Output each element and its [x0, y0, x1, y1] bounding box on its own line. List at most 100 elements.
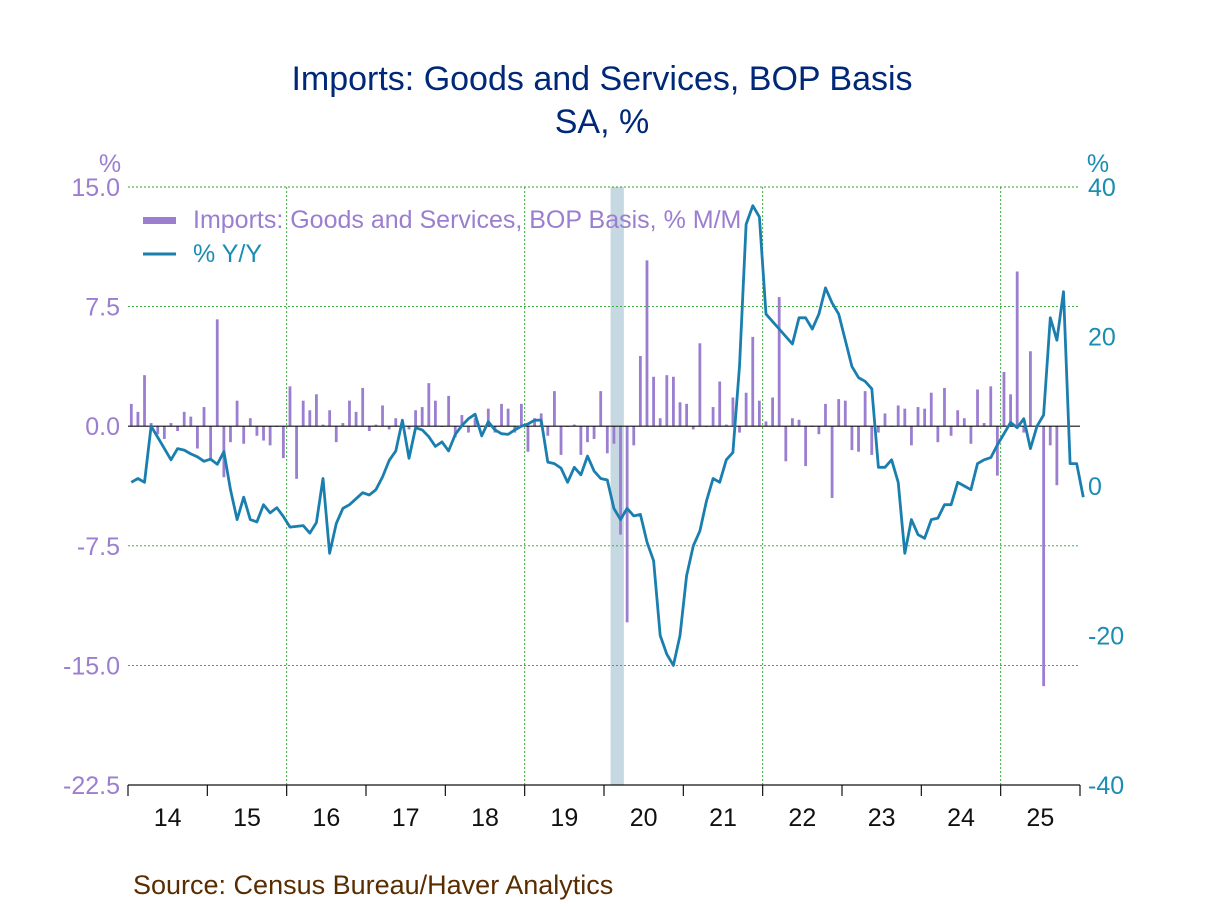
mm-bar	[599, 391, 603, 427]
mm-bar	[989, 386, 993, 427]
mm-bar	[751, 336, 755, 427]
mm-bar	[434, 400, 437, 427]
mm-bar	[612, 426, 616, 444]
x-tick-label: 17	[392, 804, 420, 832]
mm-bar	[381, 405, 384, 427]
left-axis-unit: %	[99, 150, 121, 178]
mm-bar	[420, 407, 424, 427]
chart-subtitle: SA, %	[555, 103, 649, 141]
x-tick-label: 18	[471, 804, 499, 832]
mm-bar	[956, 410, 960, 427]
mm-bar	[843, 400, 847, 427]
mm-bar	[315, 394, 318, 427]
mm-bar	[460, 415, 464, 427]
mm-bar	[553, 391, 556, 427]
mm-bar	[586, 426, 589, 443]
mm-bar	[724, 424, 728, 427]
left-tick-label: -7.5	[77, 533, 120, 561]
mm-bar	[268, 426, 272, 446]
mm-bar	[896, 405, 900, 427]
right-tick-label: 40	[1088, 174, 1116, 202]
mm-bar	[645, 260, 649, 427]
mm-bar	[242, 426, 246, 444]
x-tick-label: 22	[788, 804, 816, 832]
mm-bar	[817, 426, 821, 435]
mm-bar	[883, 413, 887, 427]
mm-bar	[738, 426, 741, 433]
mm-bar	[976, 389, 979, 427]
right-tick-label: -40	[1088, 772, 1124, 800]
x-tick-label: 23	[868, 804, 896, 832]
legend-bar-label: Imports: Goods and Services, BOP Basis, …	[193, 206, 741, 234]
mm-bar	[295, 426, 298, 479]
recession-band	[610, 187, 624, 785]
mm-bar	[685, 403, 689, 427]
mm-bar	[936, 426, 940, 443]
legend: Imports: Goods and Services, BOP Basis, …	[143, 206, 741, 268]
mm-bar	[658, 418, 662, 427]
x-tick-label: 14	[154, 804, 182, 832]
left-tick-label: 0.0	[85, 413, 120, 441]
mm-bar	[559, 426, 563, 455]
mm-bar	[374, 424, 378, 427]
mm-bar	[949, 426, 953, 436]
mm-bar	[169, 423, 173, 427]
mm-bar	[486, 408, 490, 427]
right-tick-label: -20	[1088, 623, 1124, 651]
mm-bar	[757, 400, 761, 427]
mm-bar	[149, 423, 153, 427]
mm-bar	[248, 418, 252, 427]
mm-bar	[328, 410, 332, 427]
mm-bar	[592, 426, 596, 439]
mm-bar	[143, 375, 146, 427]
mm-bar	[189, 416, 193, 427]
mm-bar	[308, 410, 312, 427]
mm-bar	[605, 426, 609, 454]
mm-bar	[129, 403, 133, 427]
mm-bar	[995, 426, 999, 476]
left-tick-label: -22.5	[63, 772, 120, 800]
mm-bar	[718, 381, 722, 427]
mm-bar	[903, 408, 907, 427]
mm-bar	[546, 426, 550, 436]
mm-bar	[394, 418, 398, 427]
mm-bar	[870, 426, 874, 455]
mm-bar	[361, 387, 365, 427]
x-tick-label: 24	[947, 804, 975, 832]
mm-bar	[876, 426, 880, 433]
mm-bar	[1029, 351, 1032, 427]
mm-bar	[804, 426, 808, 467]
legend-line-label: % Y/Y	[193, 240, 262, 268]
mm-bar	[162, 426, 166, 439]
mm-bar	[229, 426, 232, 443]
mm-bar	[764, 421, 768, 427]
mm-bar	[929, 392, 933, 427]
mm-bar	[1022, 426, 1026, 433]
mm-bar	[982, 423, 986, 427]
recession-band-layer	[610, 187, 624, 785]
mm-bar	[632, 426, 636, 446]
mm-bar	[500, 403, 503, 427]
source-note: Source: Census Bureau/Haver Analytics	[133, 870, 613, 900]
mm-bar	[176, 426, 179, 431]
yy-line	[130, 204, 1085, 667]
mm-bar	[281, 426, 285, 459]
x-tick-label: 20	[630, 804, 658, 832]
mm-bar	[678, 402, 682, 427]
mm-bar	[341, 423, 345, 427]
mm-bar	[506, 408, 510, 427]
mm-bar	[731, 397, 735, 427]
mm-bar	[784, 426, 788, 462]
yy-line-series	[130, 204, 1085, 667]
mm-bar	[215, 319, 219, 427]
tick-labels: 15.0 7.5 0.0 -7.5 -15.0 -22.5 40 20 0 -20 -40 14 15 1…	[63, 174, 1124, 832]
mm-bar	[209, 426, 213, 459]
mm-bar	[672, 376, 675, 427]
mm-bar	[367, 426, 371, 431]
mm-bar	[850, 426, 854, 451]
legend-bar-swatch	[143, 217, 176, 224]
mm-bar	[136, 411, 140, 427]
mm-bar	[579, 426, 583, 455]
mm-bar	[857, 426, 860, 452]
mm-bar	[824, 403, 827, 427]
